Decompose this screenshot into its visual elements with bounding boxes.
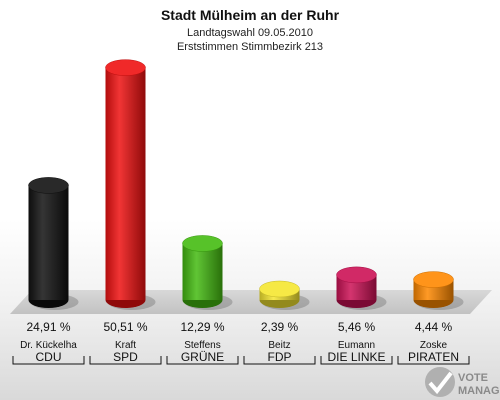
party-label: PIRATEN [408, 350, 459, 364]
party-label: DIE LINKE [327, 350, 385, 364]
value-label: 24,91 % [26, 320, 70, 334]
candidate-label: Eumann [338, 340, 375, 351]
value-label: 12,29 % [180, 320, 224, 334]
bar-piraten [413, 271, 464, 310]
value-labels-group: 24,91 % 50,51 % 12,29 % 2,39 % 5,46 % 4,44 % [26, 320, 452, 334]
party-bracket [243, 356, 316, 365]
candidate-label: Dr. Kückelha [20, 340, 77, 351]
candidate-label: Zoske [420, 340, 448, 351]
bar-spd [105, 59, 156, 310]
party-bracket [397, 356, 470, 365]
candidate-label: Beitz [268, 340, 290, 351]
candidate-label: Kraft [115, 340, 136, 351]
value-label: 50,51 % [103, 320, 147, 334]
value-label: 5,46 % [338, 320, 376, 334]
bar-fdp [259, 280, 310, 310]
bar-die-linke [336, 266, 387, 310]
party-label: CDU [36, 350, 62, 364]
party-bracket [166, 356, 239, 365]
party-bracket [89, 356, 162, 365]
chart-subtitle-1: Landtagswahl 09.05.2010 [187, 27, 313, 39]
value-label: 4,44 % [415, 320, 453, 334]
bars-group [28, 59, 464, 310]
chart-title: Stadt Mülheim an der Ruhr [161, 7, 340, 23]
candidate-label: Steffens [184, 340, 221, 351]
vote-manager-logo: VOTE MANAGER [425, 367, 500, 397]
value-label: 2,39 % [261, 320, 299, 334]
bar-gr-ne [182, 235, 233, 310]
bar-cdu [28, 177, 79, 310]
watermark-line1: VOTE [458, 372, 488, 384]
party-label: FDP [268, 350, 292, 364]
party-bracket [320, 356, 393, 365]
chart-subtitle-2: Erststimmen Stimmbezirk 213 [177, 41, 323, 53]
watermark-line2: MANAGER [458, 385, 500, 397]
party-label: GRÜNE [181, 350, 224, 364]
party-bracket [12, 356, 85, 365]
party-label: SPD [113, 350, 138, 364]
